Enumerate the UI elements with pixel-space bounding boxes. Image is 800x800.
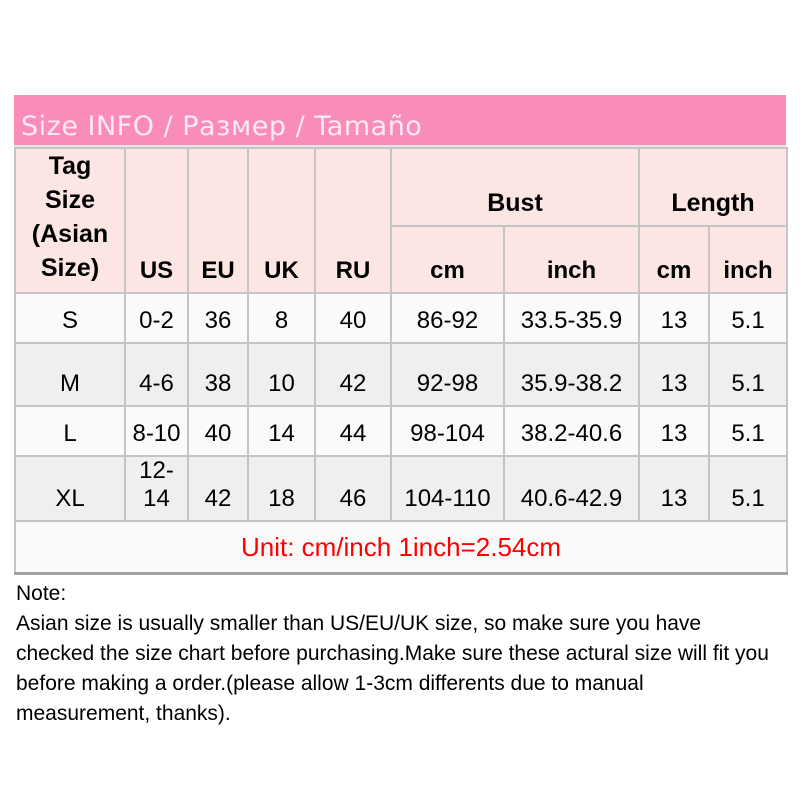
header-length-cm: cm: [638, 224, 710, 295]
title-banner: Size INFO / Размер / Tamaño: [14, 95, 786, 147]
header-bust-inch: inch: [503, 224, 640, 295]
size-label: M: [14, 342, 126, 407]
header-tag-size: Tag Size (Asian Size): [14, 147, 126, 294]
header-bust-cm: cm: [390, 224, 505, 295]
size-chart-table: Tag Size (Asian Size) US EU UK RU Bust L…: [13, 147, 789, 575]
cell-us: 8-10: [124, 405, 189, 457]
cell-ru: 44: [314, 405, 392, 457]
note-body: Asian size is usually smaller than US/EU…: [16, 611, 769, 725]
cell-bust-inch: 33.5-35.9: [503, 292, 640, 344]
cell-bust-cm: 98-104: [390, 405, 505, 457]
header-eu: EU: [187, 147, 249, 294]
cell-eu: 38: [187, 342, 249, 407]
table-row-xl: XL 12-14 42 18 46 104-110 40.6-42.9 13 5…: [14, 455, 789, 522]
cell-uk: 14: [247, 405, 316, 457]
note-section: Note: Asian size is usually smaller than…: [14, 579, 772, 729]
cell-ru: 42: [314, 342, 392, 407]
size-info-sheet: Size INFO / Размер / Tamaño Tag Size (As…: [13, 95, 789, 729]
cell-eu: 40: [187, 405, 249, 457]
cell-length-cm: 13: [638, 342, 710, 407]
header-bust: Bust: [390, 147, 640, 227]
cell-length-cm: 13: [638, 292, 710, 344]
table-row-m: M 4-6 38 10 42 92-98 35.9-38.2 13 5.1: [14, 342, 789, 407]
header-length-inch: inch: [707, 224, 789, 295]
header-row-units: cm inch cm inch: [15, 224, 789, 295]
unit-note: Unit: cm/inch 1inch=2.54cm: [13, 520, 789, 575]
cell-ru: 46: [314, 455, 392, 522]
header-row-top: Tag Size (Asian Size) US EU UK RU Bust L…: [14, 147, 789, 294]
page-title: Size INFO / Размер / Tamaño: [21, 111, 423, 142]
cell-length-inch: 5.1: [707, 342, 789, 407]
cell-bust-inch: 35.9-38.2: [503, 342, 640, 407]
size-label: XL: [14, 455, 126, 522]
cell-length-cm: 13: [638, 455, 710, 522]
cell-ru: 40: [314, 292, 392, 344]
cell-length-inch: 5.1: [707, 405, 789, 457]
cell-uk: 10: [247, 342, 316, 407]
header-ru: RU: [314, 147, 392, 294]
header-uk: UK: [247, 147, 316, 294]
table-row-l: L 8-10 40 14 44 98-104 38.2-40.6 13 5.1: [14, 405, 789, 457]
header-length: Length: [637, 147, 789, 227]
cell-eu: 42: [187, 455, 249, 522]
cell-length-cm: 13: [638, 405, 710, 457]
header-us: US: [124, 147, 189, 294]
cell-uk: 18: [247, 455, 316, 522]
table-row-s: S 0-2 36 8 40 86-92 33.5-35.9 13 5.1: [14, 292, 789, 344]
size-label: S: [14, 292, 126, 344]
cell-bust-cm: 86-92: [390, 292, 505, 344]
cell-length-inch: 5.1: [707, 455, 789, 522]
cell-uk: 8: [247, 292, 316, 344]
cell-us: 4-6: [124, 342, 189, 407]
cell-bust-inch: 38.2-40.6: [503, 405, 640, 457]
cell-us: 12-14: [124, 455, 189, 522]
cell-bust-cm: 92-98: [390, 342, 505, 407]
note-label: Note:: [16, 581, 67, 605]
cell-us: 0-2: [124, 292, 189, 344]
unit-note-row: Unit: cm/inch 1inch=2.54cm: [13, 520, 789, 575]
cell-bust-inch: 40.6-42.9: [503, 455, 640, 522]
cell-bust-cm: 104-110: [390, 455, 505, 522]
cell-length-inch: 5.1: [707, 292, 789, 344]
size-label: L: [14, 405, 126, 457]
cell-eu: 36: [187, 292, 249, 344]
